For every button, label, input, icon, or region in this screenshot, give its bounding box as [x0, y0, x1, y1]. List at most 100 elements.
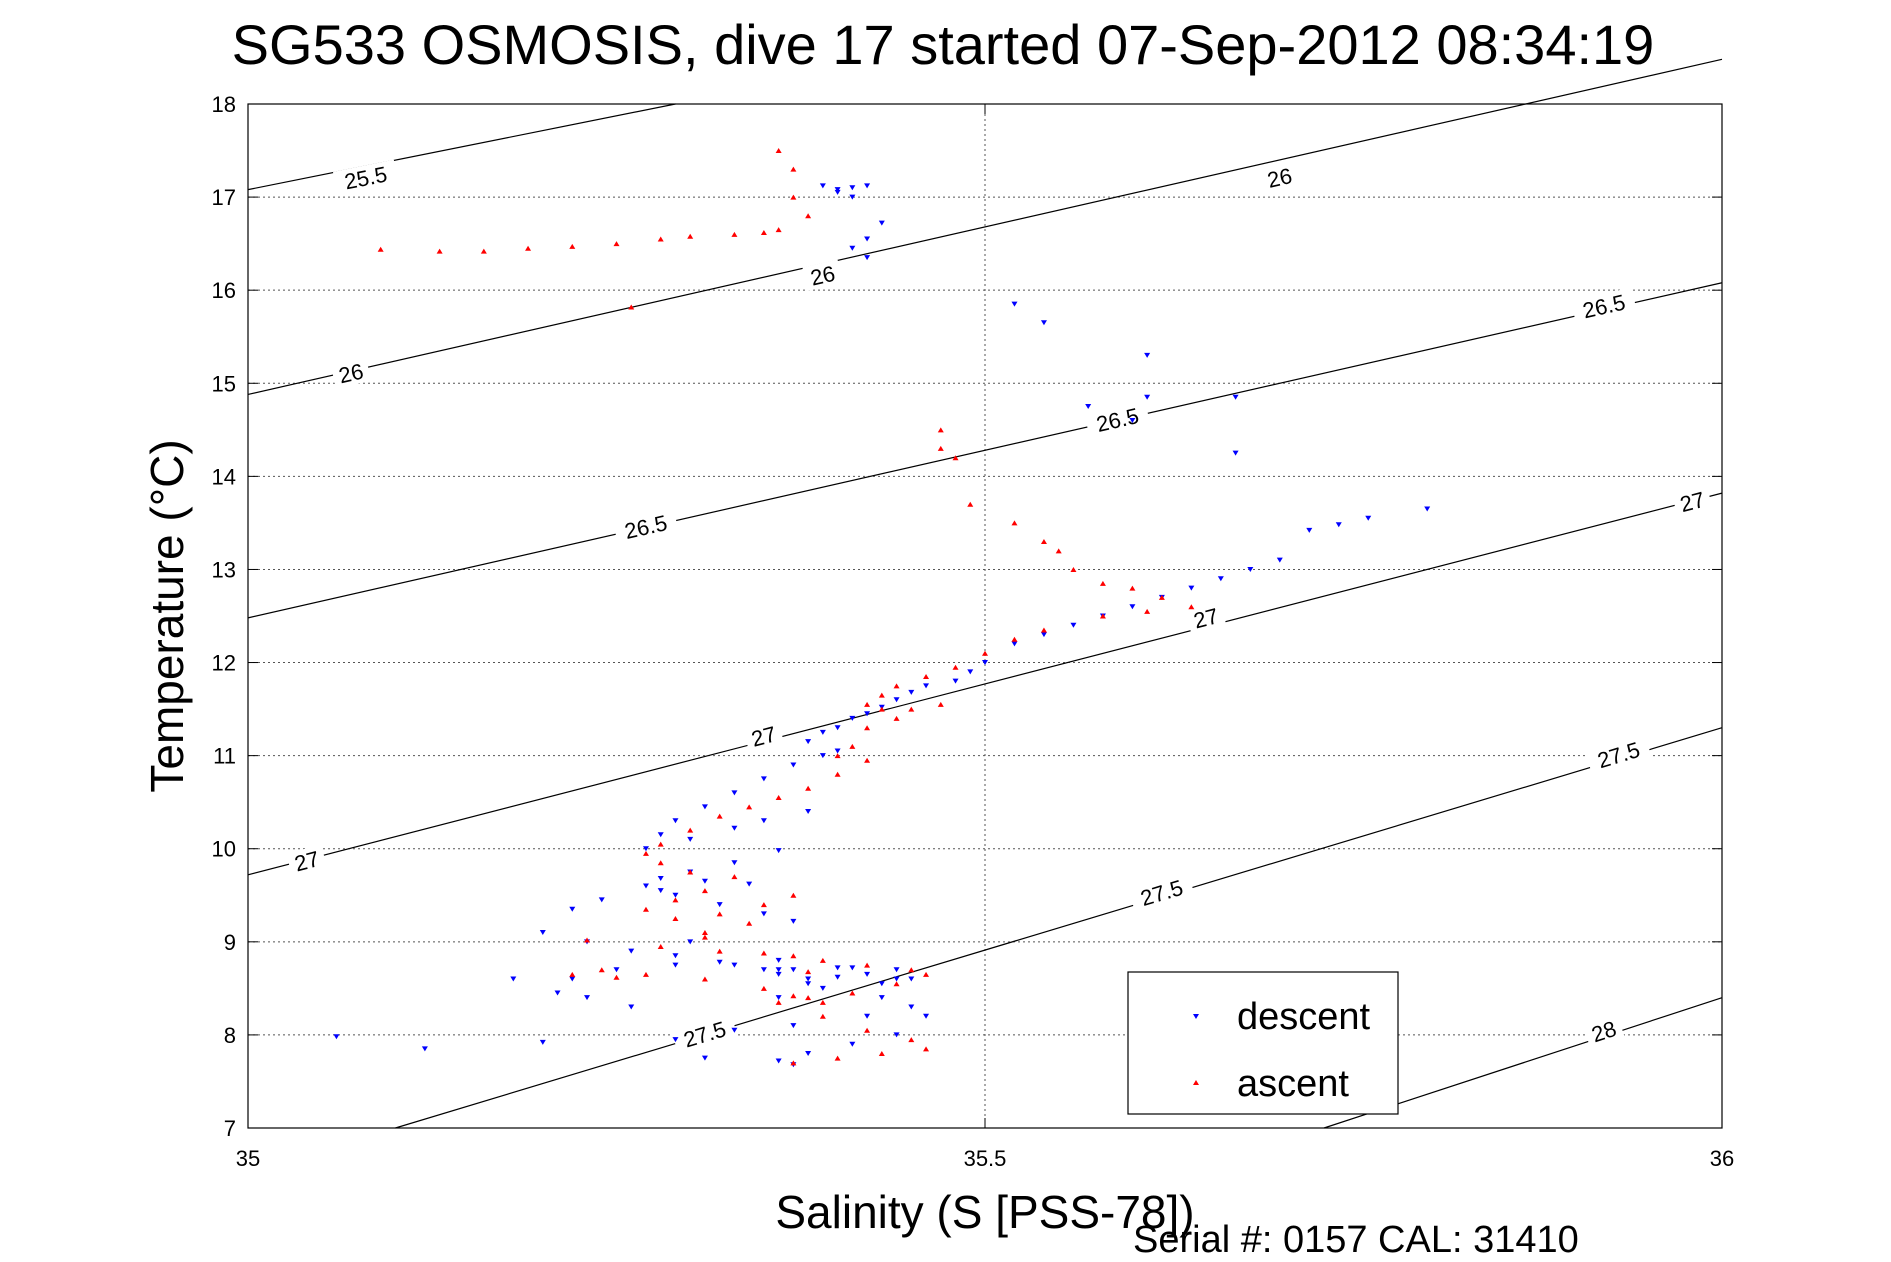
ascent-point	[628, 304, 635, 310]
descent-point	[1040, 632, 1047, 638]
descent-point	[908, 1004, 915, 1010]
descent-point	[333, 1034, 340, 1040]
ascent-point	[613, 241, 620, 247]
descent-point	[569, 906, 576, 912]
y-tick-label: 7	[224, 1116, 236, 1141]
y-tick-label: 11	[213, 744, 236, 769]
descent-point	[1232, 450, 1239, 456]
descent-point	[864, 711, 871, 717]
ascent-point	[746, 804, 753, 810]
ascent-point	[878, 706, 885, 712]
ascent-point	[1040, 539, 1047, 545]
ascent-point	[923, 1046, 930, 1052]
ascent-point	[731, 874, 738, 880]
ascent-point	[436, 248, 443, 254]
contour-label: 26	[336, 359, 365, 389]
descent-point	[834, 187, 841, 193]
descent-point	[834, 725, 841, 731]
descent-point	[834, 189, 841, 195]
descent-point	[864, 1013, 871, 1019]
descent-point	[657, 832, 664, 838]
ascent-point	[864, 962, 871, 968]
contour-label-bg	[1259, 161, 1300, 194]
descent-point	[1085, 404, 1092, 410]
chart-title: SG533 OSMOSIS, dive 17 started 07-Sep-20…	[232, 13, 1655, 76]
contour-label-bg	[743, 719, 785, 753]
ascent-point	[687, 869, 694, 875]
descent-point	[849, 194, 856, 200]
contour-label-group: 27	[286, 844, 328, 877]
ascent-point	[760, 229, 767, 235]
descent-point	[775, 1058, 782, 1064]
descent-point	[584, 995, 591, 1001]
ascent-point	[790, 1060, 797, 1066]
descent-point	[731, 790, 738, 796]
descent-point	[539, 930, 546, 936]
legend: descent ascent	[1127, 971, 1399, 1115]
descent-point	[672, 1037, 679, 1043]
y-tick-label: 17	[212, 185, 236, 210]
contour-line-26	[247, 58, 1723, 396]
ascent-point	[760, 902, 767, 908]
descent-point	[805, 808, 812, 814]
descent-point	[1217, 576, 1224, 582]
contour-label: 27	[1191, 603, 1221, 633]
descent-point	[893, 976, 900, 982]
ascent-point	[687, 233, 694, 239]
descent-point	[1011, 641, 1018, 647]
ascent-point	[849, 990, 856, 996]
descent-point	[1365, 515, 1372, 521]
descent-point	[834, 965, 841, 971]
ascent-point	[377, 246, 384, 252]
ascent-point	[893, 981, 900, 987]
ascent-point	[1099, 580, 1106, 586]
descent-point	[598, 897, 605, 903]
ascent-point	[760, 985, 767, 991]
y-tick-label: 16	[212, 278, 236, 303]
descent-point	[1129, 604, 1136, 610]
descent-point	[1424, 506, 1431, 512]
descent-point	[893, 697, 900, 703]
descent-point	[642, 883, 649, 889]
descent-point	[746, 881, 753, 887]
ascent-point	[480, 248, 487, 254]
series-descent	[333, 183, 1431, 1068]
descent-point	[805, 1051, 812, 1057]
y-tick-label: 18	[212, 92, 236, 117]
contour-label-group: 26	[330, 357, 372, 389]
series-ascent	[377, 148, 1195, 1066]
ascent-point	[657, 841, 664, 847]
descent-point	[893, 1032, 900, 1038]
ascent-point	[819, 957, 826, 963]
ascent-point	[937, 445, 944, 451]
descent-point	[1306, 527, 1313, 533]
descent-point	[539, 1039, 546, 1045]
contour-label-group: 28	[1582, 1014, 1625, 1049]
ascent-point	[834, 753, 841, 759]
ascent-point	[952, 455, 959, 461]
descent-point	[790, 1023, 797, 1029]
ascent-point	[731, 231, 738, 237]
descent-point	[1011, 301, 1018, 307]
ascent-point	[908, 1037, 915, 1043]
descent-point	[834, 974, 841, 980]
ascent-point	[937, 427, 944, 433]
ascent-point	[864, 1027, 871, 1033]
descent-point	[849, 185, 856, 191]
descent-point	[672, 818, 679, 824]
ascent-point	[1070, 566, 1077, 572]
descent-point	[1129, 418, 1136, 424]
ascent-point	[967, 501, 974, 507]
contour-label-bg	[286, 844, 328, 877]
ascent-point	[864, 701, 871, 707]
ascent-point	[642, 906, 649, 912]
ascent-point	[805, 969, 812, 975]
contour-label-bg	[1570, 287, 1637, 325]
descent-point	[421, 1046, 428, 1052]
descent-point	[849, 245, 856, 251]
ascent-point	[790, 166, 797, 172]
descent-point	[1247, 566, 1254, 572]
descent-point	[864, 971, 871, 977]
descent-point	[554, 990, 561, 996]
